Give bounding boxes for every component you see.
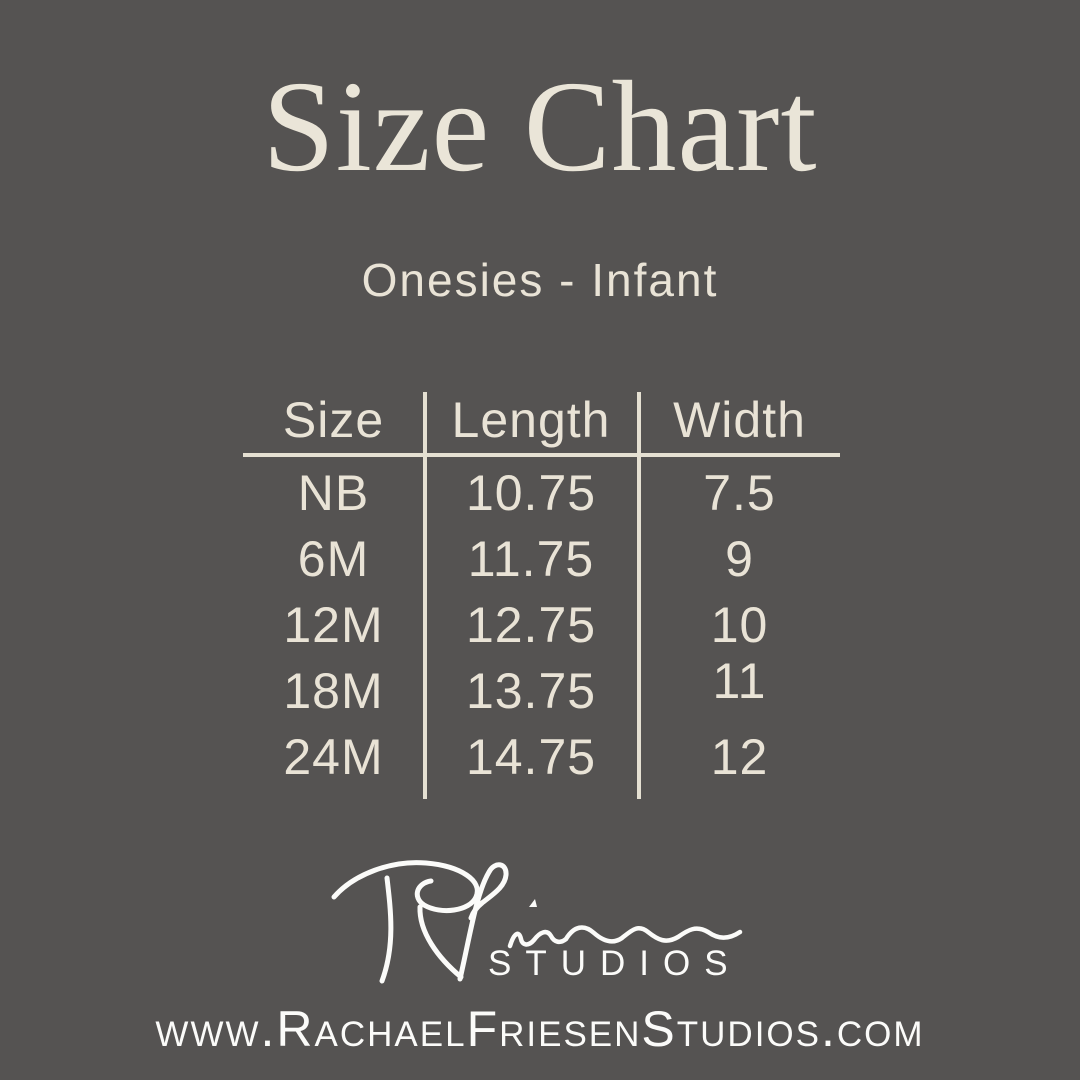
column-header-size: Size bbox=[282, 392, 385, 448]
table-column-divider-left bbox=[423, 392, 427, 799]
table-cell-length: 13.75 bbox=[465, 663, 597, 719]
table-cell-size: 24M bbox=[283, 729, 384, 785]
signature-logo-icon bbox=[331, 860, 743, 984]
table-cell-width: 7.5 bbox=[703, 465, 776, 521]
table-cell-length: 14.75 bbox=[465, 729, 597, 785]
table-cell-length: 11.75 bbox=[467, 531, 595, 587]
studios-wordmark: STUDIOS bbox=[488, 944, 742, 983]
table-cell-length: 10.75 bbox=[465, 465, 597, 521]
table-cell-length: 12.75 bbox=[465, 597, 597, 653]
table-cell-size: 12M bbox=[283, 597, 384, 653]
table-cell-size: 6M bbox=[297, 531, 370, 587]
table-cell-width: 11 bbox=[712, 653, 767, 709]
website-url: www.RachaelFriesenStudios.com bbox=[155, 1001, 925, 1057]
table-header-row: Size Length Width bbox=[243, 387, 841, 453]
table-body: NB 10.75 7.5 6M 11.75 9 12M 12.75 10 18M… bbox=[243, 460, 841, 790]
table-cell-width: 10 bbox=[710, 597, 769, 653]
table-cell-size: NB bbox=[297, 465, 370, 521]
column-header-width: Width bbox=[673, 392, 806, 448]
table-cell-width: 9 bbox=[725, 531, 754, 587]
table-column-divider-right bbox=[637, 392, 641, 799]
table-cell-width: 12 bbox=[710, 729, 769, 785]
table-cell-size: 18M bbox=[283, 663, 384, 719]
table-header-divider bbox=[243, 453, 840, 457]
page-title: Size Chart bbox=[262, 55, 818, 199]
page-subtitle: Onesies - Infant bbox=[361, 254, 719, 306]
column-header-length: Length bbox=[451, 392, 611, 448]
